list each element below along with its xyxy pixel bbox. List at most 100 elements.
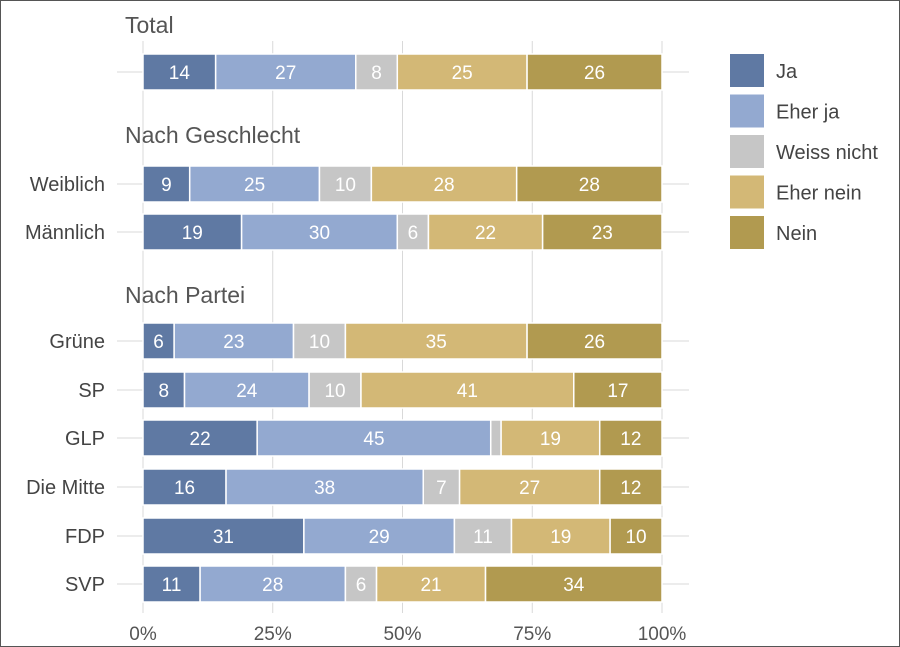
group-title: Total xyxy=(125,12,174,38)
data-label: 31 xyxy=(213,527,234,548)
data-label: 22 xyxy=(475,223,496,244)
bar-segment xyxy=(344,322,528,360)
bar-segment xyxy=(526,322,663,360)
data-label: 12 xyxy=(620,478,641,499)
bar-segment xyxy=(142,371,186,409)
x-tick-label: 0% xyxy=(129,624,157,645)
bar-segment xyxy=(484,565,663,603)
data-label: 45 xyxy=(363,429,384,450)
data-label: 19 xyxy=(540,429,561,450)
x-tick-label: 25% xyxy=(254,624,292,645)
bar-segment xyxy=(256,419,492,457)
bar-segment xyxy=(173,322,295,360)
bar-segment xyxy=(142,419,258,457)
data-label: 9 xyxy=(161,175,172,196)
data-label: 12 xyxy=(620,429,641,450)
category-label: Die Mitte xyxy=(26,477,105,499)
legend-swatch xyxy=(730,135,764,168)
data-label: 10 xyxy=(309,332,330,353)
legend-label: Ja xyxy=(776,61,798,83)
bar-segment xyxy=(422,468,461,506)
data-label: 8 xyxy=(158,381,169,402)
legend-label: Eher nein xyxy=(776,183,862,205)
bar-segment xyxy=(526,53,663,91)
bar-segment xyxy=(142,213,243,251)
data-label: 6 xyxy=(356,575,367,596)
data-label: 26 xyxy=(584,332,605,353)
bar-segment xyxy=(541,213,663,251)
bar-segment xyxy=(360,371,575,409)
category-label: SVP xyxy=(65,574,105,596)
bar-segment xyxy=(396,53,528,91)
bar-segment xyxy=(370,165,518,203)
legend-swatch xyxy=(730,54,764,87)
data-label: 27 xyxy=(275,63,296,84)
x-tick-label: 100% xyxy=(638,624,687,645)
legend-swatch xyxy=(730,175,764,209)
data-label: 19 xyxy=(182,223,203,244)
legend-swatch xyxy=(730,94,764,128)
group-title: Nach Geschlecht xyxy=(125,122,301,148)
bar-segment xyxy=(510,517,611,555)
bar-segment xyxy=(240,213,399,251)
bar-segment xyxy=(609,517,663,555)
category-label: Weiblich xyxy=(30,174,105,196)
data-label: 8 xyxy=(371,63,382,84)
data-label: 6 xyxy=(153,332,164,353)
bar-segment xyxy=(396,213,430,251)
data-label: 28 xyxy=(433,175,454,196)
data-label: 10 xyxy=(335,175,356,196)
bar-segment xyxy=(598,468,663,506)
data-label: 14 xyxy=(169,63,191,84)
data-label: 19 xyxy=(550,527,571,548)
data-label: 6 xyxy=(408,223,419,244)
data-label: 35 xyxy=(426,332,447,353)
data-label: 23 xyxy=(592,223,613,244)
legend-label: Eher ja xyxy=(776,102,840,124)
data-label: 30 xyxy=(309,223,330,244)
bar-segment xyxy=(515,165,663,203)
x-tick-label: 75% xyxy=(513,624,551,645)
data-label: 41 xyxy=(457,381,478,402)
category-label: GLP xyxy=(65,428,105,450)
data-label: 11 xyxy=(162,575,182,596)
data-label: 23 xyxy=(223,332,244,353)
data-label: 26 xyxy=(584,63,605,84)
data-label: 10 xyxy=(324,381,345,402)
x-tick-label: 50% xyxy=(383,624,421,645)
legend-label: Weiss nicht xyxy=(776,142,878,164)
legend-swatch xyxy=(730,216,764,249)
bar-segment xyxy=(142,468,227,506)
category-label: Grüne xyxy=(49,331,105,353)
data-label: 11 xyxy=(473,527,493,548)
data-label: 17 xyxy=(607,381,628,402)
data-label: 10 xyxy=(625,527,646,548)
data-label: 28 xyxy=(262,575,283,596)
bar-segment xyxy=(573,371,663,409)
category-label: FDP xyxy=(65,526,105,548)
data-label: 24 xyxy=(236,381,258,402)
bar-segment xyxy=(142,517,305,555)
category-label: Männlich xyxy=(25,222,105,244)
data-label: 34 xyxy=(563,575,585,596)
category-label: SP xyxy=(78,380,105,402)
data-label: 16 xyxy=(174,478,195,499)
bar-segment xyxy=(458,468,601,506)
bar-segment xyxy=(142,322,175,360)
data-label: 27 xyxy=(519,478,540,499)
bar-segment xyxy=(142,53,217,91)
bar-segment xyxy=(142,165,191,203)
data-label: 25 xyxy=(452,63,473,84)
data-label: 28 xyxy=(579,175,600,196)
data-label: 38 xyxy=(314,478,335,499)
bar-segment xyxy=(598,419,663,457)
data-label: 29 xyxy=(369,527,390,548)
data-label: 7 xyxy=(436,478,447,499)
data-label: 25 xyxy=(244,175,265,196)
group-title: Nach Partei xyxy=(125,282,245,308)
bar-segment xyxy=(225,468,425,506)
data-label: 21 xyxy=(420,575,441,596)
legend-label: Nein xyxy=(776,223,817,245)
